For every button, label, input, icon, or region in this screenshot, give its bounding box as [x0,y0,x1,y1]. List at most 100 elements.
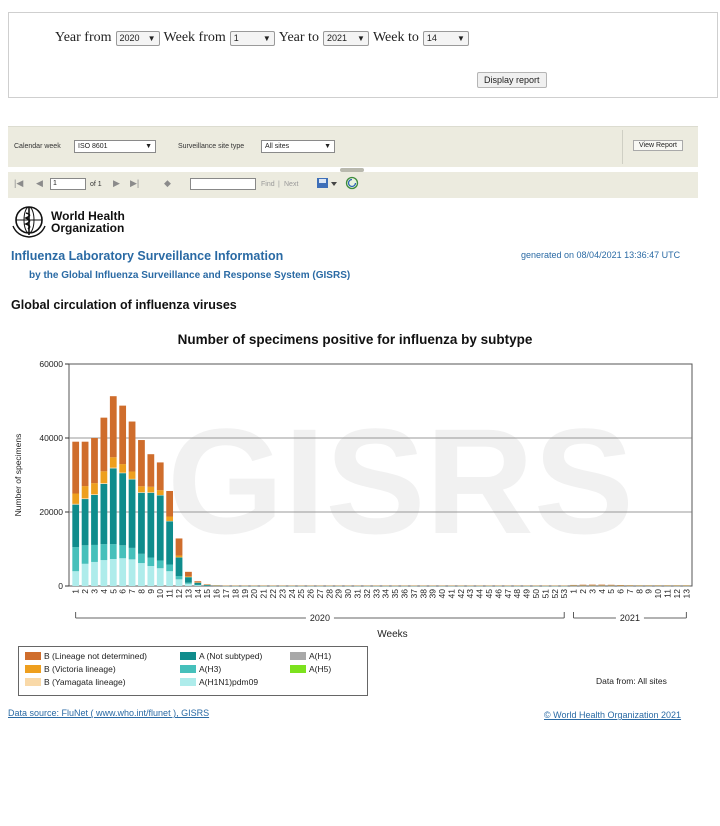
year-to-label: Year to [278,30,319,45]
chevron-down-icon: ▼ [145,143,152,150]
first-page-icon[interactable]: |◀ [14,178,24,188]
legend-label: B (Yamagata lineage) [44,677,126,687]
previous-page-icon[interactable]: ◀ [36,178,43,188]
x-tick-label: 25 [296,589,306,599]
bar-segment [119,473,127,546]
x-tick-label: 22 [268,589,278,599]
x-tick-label: 10 [155,589,165,599]
bar-segment [138,486,145,493]
display-report-button[interactable]: Display report [477,72,547,88]
toolbar-divider [622,130,623,164]
x-tick-label: 50 [531,589,541,599]
x-tick-label: 44 [475,589,485,599]
x-tick-label: 1 [569,589,579,594]
bar-segment [91,483,98,495]
legend-item: A(H1) [290,651,331,661]
x-tick-label: 28 [324,589,334,599]
report-parameters-row: Year from 2020 ▼ Week from 1 ▼ Year to 202… [55,30,469,46]
bar-segment [91,561,98,586]
bar-segment [81,545,89,564]
x-tick-label: 23 [277,589,287,599]
legend-swatch [25,678,41,686]
legend-swatch [25,652,41,660]
page-number-input[interactable]: 1 [50,178,86,190]
x-tick-label: 7 [127,589,137,594]
bar-segment [72,547,80,572]
find-input[interactable] [190,178,256,190]
x-tick-label: 2 [578,589,588,594]
x-tick-label: 8 [634,589,644,594]
bar-segment [147,557,155,567]
bar-segment [579,584,587,586]
chevron-down-icon: ▼ [357,33,365,43]
x-tick-label: 11 [165,589,175,598]
page-subtitle: by the Global Influenza Surveillance and… [29,270,351,281]
x-tick-label: 26 [306,589,316,599]
bar-segment [194,581,202,583]
next-link[interactable]: Next [284,181,299,188]
bar-segment [175,579,183,586]
week-from-select[interactable]: 1 ▼ [229,30,275,46]
splitter-handle[interactable] [340,168,364,172]
x-tick-label: 18 [230,589,240,599]
page-count: of 1 [90,181,102,188]
x-tick-label: 51 [540,589,550,599]
calendar-week-select[interactable]: ISO 8601 ▼ [74,140,156,153]
bar-segment [147,492,155,558]
next-page-icon[interactable]: ▶ [113,178,120,188]
bar-segment [100,544,108,561]
bar-segment [138,553,145,564]
legend-label: A (Not subtyped) [199,651,263,661]
site-type-select[interactable]: All sites ▼ [261,140,335,153]
chart-title: Number of specimens positive for influen… [177,332,533,347]
bar-segment [156,568,164,586]
x-tick-label: 13 [183,589,193,599]
year-from-select[interactable]: 2020 ▼ [115,30,160,46]
x-tick-label: 15 [202,589,212,599]
last-page-icon[interactable]: ▶| [130,178,140,188]
bar-segment [119,472,127,474]
refresh-icon[interactable] [345,176,359,190]
x-tick-label: 47 [503,589,513,599]
data-from-label: Data from: All sites [596,676,667,686]
page-title: Influenza Laboratory Surveillance Inform… [11,249,284,263]
calendar-week-label: Calendar week [14,143,61,150]
chevron-down-icon: ▼ [147,33,156,43]
view-report-button[interactable]: View Report [633,140,684,151]
chart-area: GISRS 0 20000 40000 60000 Number of specimens… [13,359,693,640]
x-tick-label: 1 [71,589,81,594]
bar-segment [138,492,145,493]
legend-label: A(H1) [309,651,332,661]
bar-segment [81,441,89,487]
y-tick-label: 20000 [39,507,63,517]
bar-segment [91,494,98,495]
x-tick-label: 43 [465,589,475,599]
x-tick-label: 46 [493,589,503,599]
year-to-select[interactable]: 2021 ▼ [322,30,369,46]
bar-segment [72,571,80,586]
week-to-select[interactable]: 14 ▼ [422,30,469,46]
copyright-link[interactable]: © World Health Organization 2021 [544,710,682,720]
legend-swatch [290,665,306,673]
bar-segment [109,396,117,458]
bar-segment [128,421,136,472]
find-link[interactable]: Find [261,181,275,188]
x-tick-label: 33 [371,589,381,599]
x-tick-label: 40 [437,589,447,599]
bar-segment [81,498,89,500]
legend-swatch [25,665,41,673]
bar-segment [138,440,145,487]
bar-segment [119,558,127,586]
bar-segment [185,582,192,584]
week-to-label: Week to [372,30,419,45]
back-icon[interactable]: ◆ [164,178,171,188]
data-source-link[interactable]: Data source: FluNet ( www.who.int/flunet… [8,708,210,718]
bar-segment [607,584,615,586]
bar-segment [175,557,183,577]
x-tick-label: 12 [672,589,682,599]
bar-segment [194,582,202,585]
export-icon[interactable] [316,176,338,190]
x-tick-label: 5 [108,589,118,594]
bar-segment [147,566,155,586]
bar-segment [166,571,174,586]
